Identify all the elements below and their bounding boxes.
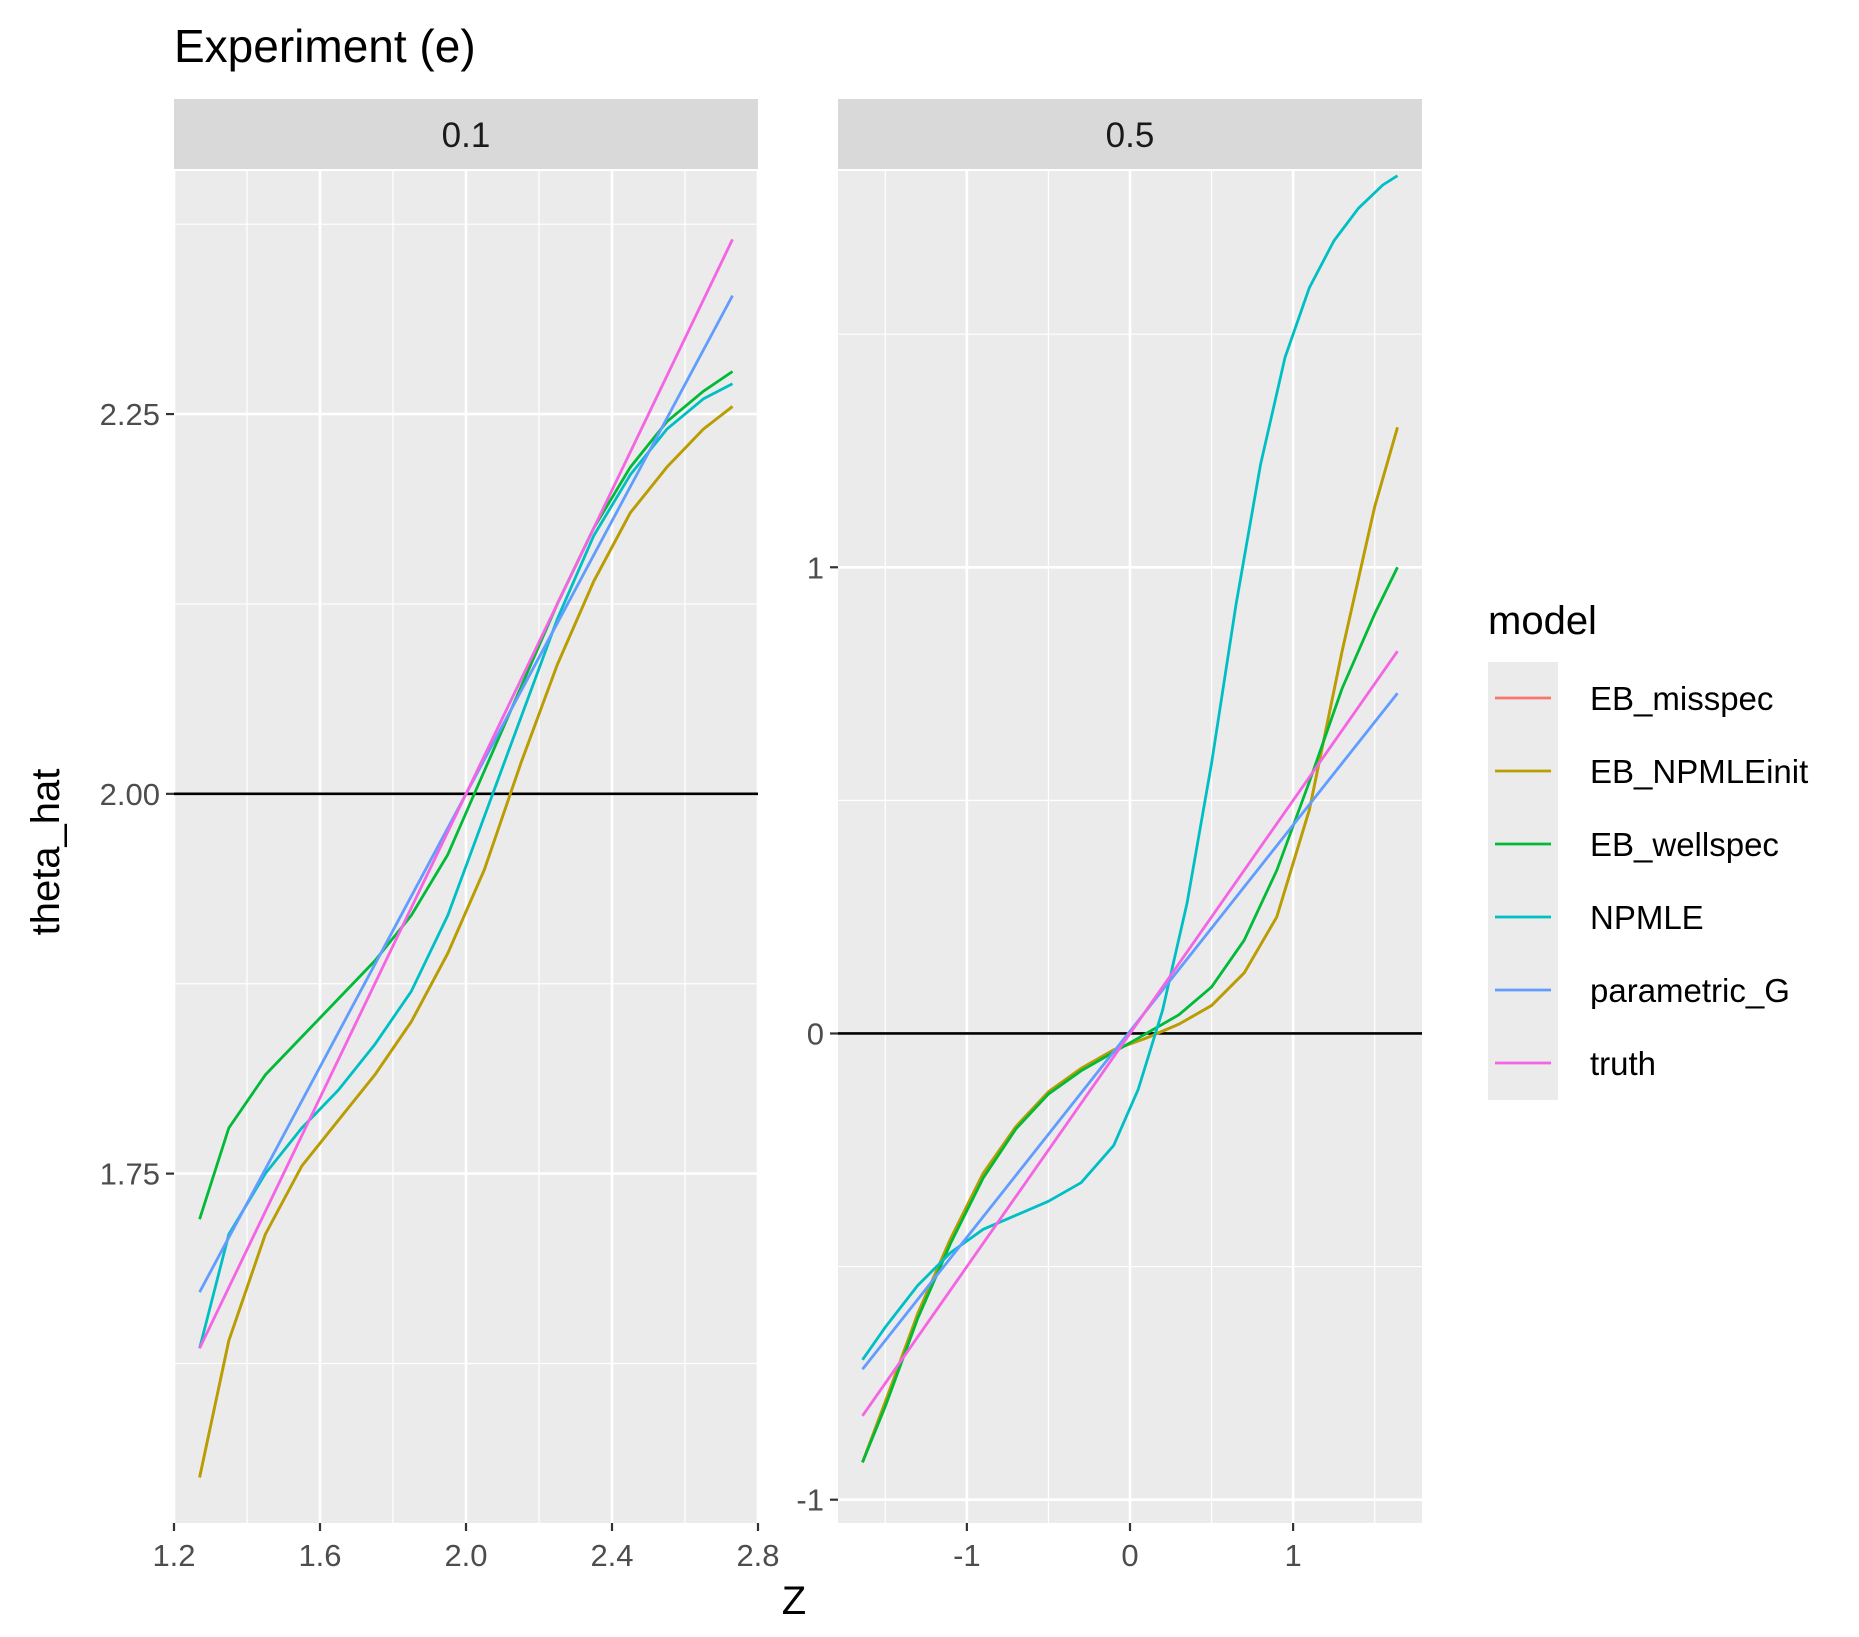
series-line-eb-npmleinit [198,405,734,1478]
x-tick-label: 1.6 [298,1538,341,1573]
legend-label: EB_NPMLEinit [1590,753,1808,790]
x-tick-label: 2.4 [590,1538,633,1573]
legend-label: NPMLE [1590,899,1704,936]
legend-label: EB_wellspec [1590,826,1779,863]
legend-key-background [1488,662,1558,1100]
facet-strip [838,99,1422,169]
legend-label: truth [1590,1045,1656,1082]
x-axis-label: Z [782,1579,806,1623]
y-tick-label: 0 [807,1016,824,1051]
legend-label: parametric_G [1590,972,1790,1009]
y-tick-label: -1 [796,1483,824,1518]
panel-2: 0.5 -1 0 1 -1 0 1 [796,99,1422,1573]
x-tick-label: 0 [1121,1538,1138,1573]
y-tick-label: 2.00 [100,777,160,812]
y-tick-label: 2.25 [100,397,160,432]
x-tick-label: 2.8 [736,1538,779,1573]
legend: model EB_misspec EB_NPMLEinit EB_wellspec NP… [1488,599,1808,1100]
facet-strip [174,99,758,169]
facet-strip-label: 0.1 [442,116,491,155]
panel-1: 0.1 1.2 1.6 2.0 2.4 2.8 1.75 2.00 2.25 [100,99,780,1573]
facet-strip-label: 0.5 [1106,116,1155,155]
legend-label: EB_misspec [1590,680,1773,717]
series-line-truth [861,650,1399,1417]
y-axis-label: theta_hat [24,769,68,936]
series-line-eb-wellspec [198,370,734,1220]
series-line-eb-wellspec [861,566,1399,1463]
x-tick-label: -1 [953,1538,981,1573]
x-tick-label: 1.2 [152,1538,195,1573]
x-tick-label: 2.0 [444,1538,487,1573]
series-line-truth [198,238,734,1349]
legend-title: model [1488,599,1597,643]
x-tick-label: 1 [1285,1538,1302,1573]
y-tick-label: 1.75 [100,1157,160,1192]
y-tick-label: 1 [807,550,824,585]
chart-title: Experiment (e) [174,20,476,72]
